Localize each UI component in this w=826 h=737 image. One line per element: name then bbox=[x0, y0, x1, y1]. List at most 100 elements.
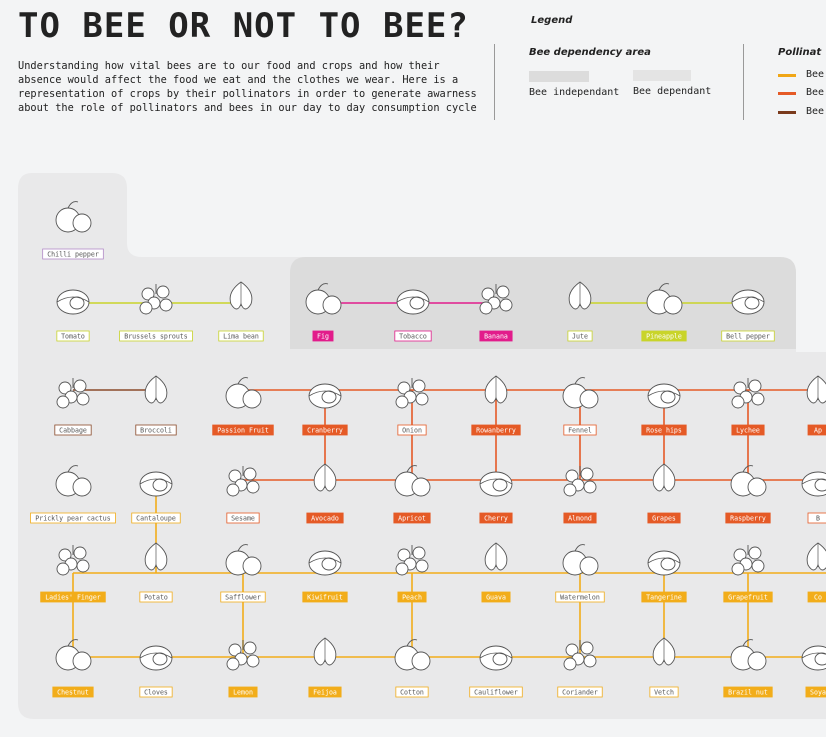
chilli-pepper-icon bbox=[55, 201, 92, 233]
crop-node: Passion Fruit bbox=[212, 377, 274, 436]
crop-node: Lemon bbox=[226, 640, 260, 698]
crop-label: Chilli pepper bbox=[47, 250, 99, 258]
crop-node: Guava bbox=[481, 542, 511, 603]
crop-label-box bbox=[395, 686, 429, 698]
crop-node: Cranberry bbox=[302, 383, 348, 436]
legend-dependent-label: Bee dependant bbox=[633, 86, 712, 97]
legend-pollinator-label: Bee bbox=[806, 69, 825, 80]
crop-node: Sesame bbox=[226, 466, 260, 524]
crop-label-box bbox=[567, 330, 593, 342]
crop-label-box bbox=[393, 512, 431, 524]
feijoa-icon bbox=[313, 637, 337, 666]
crop-label: Lychee bbox=[736, 426, 760, 434]
crop-node: Ladies' Finger bbox=[40, 545, 106, 603]
crop-node: Co bbox=[806, 542, 826, 603]
lemon-icon bbox=[226, 640, 260, 671]
crop-label-box bbox=[302, 424, 348, 436]
crop-label-box bbox=[218, 330, 264, 342]
grapefruit-icon bbox=[731, 545, 765, 576]
crop-node: Fennel bbox=[562, 377, 599, 436]
legend-area-title: Bee dependency area bbox=[529, 47, 651, 58]
tobacco-icon bbox=[396, 289, 430, 315]
crop-label-box bbox=[721, 330, 775, 342]
crop-label: Tomato bbox=[61, 332, 85, 340]
crop-label: Broccoli bbox=[140, 426, 172, 434]
crop-node: Cantaloupe bbox=[131, 471, 181, 524]
broccoli-icon bbox=[144, 375, 168, 404]
passion-fruit-icon bbox=[225, 377, 262, 409]
crop-label-box bbox=[397, 591, 427, 603]
crop-label-box bbox=[119, 330, 193, 342]
crop-label-box bbox=[139, 686, 173, 698]
apple-icon bbox=[806, 375, 826, 404]
crop-label: Brussels sprouts bbox=[124, 332, 188, 340]
crop-label: Ap bbox=[814, 426, 822, 434]
crop-node: Tomato bbox=[56, 289, 90, 342]
legend-title: Legend bbox=[531, 15, 573, 26]
crop-node: Raspberry bbox=[725, 465, 771, 524]
crop-label: Cloves bbox=[144, 688, 168, 696]
crop-label-box bbox=[641, 591, 687, 603]
crop-label: Soya bbox=[810, 688, 826, 696]
crop-label-box bbox=[306, 512, 344, 524]
crop-label-box bbox=[649, 686, 679, 698]
peach-icon bbox=[395, 545, 429, 576]
crop-label: Lima bean bbox=[223, 332, 259, 340]
crop-node: Kiwifruit bbox=[302, 550, 348, 603]
crop-label: Feijoa bbox=[313, 688, 337, 696]
crop-label-box bbox=[641, 330, 687, 342]
crop-label-box bbox=[557, 686, 603, 698]
guava-icon bbox=[484, 542, 508, 571]
coriander-icon bbox=[563, 640, 597, 671]
jute-icon bbox=[568, 281, 592, 310]
crop-label-box bbox=[226, 512, 260, 524]
cranberry-icon bbox=[308, 383, 342, 409]
almond-icon bbox=[563, 466, 597, 497]
crop-label: Bell pepper bbox=[726, 332, 770, 340]
crop-label-box bbox=[212, 424, 274, 436]
watermelon-icon bbox=[562, 544, 599, 576]
sesame-icon bbox=[226, 466, 260, 497]
crop-node: Chilli pepper bbox=[42, 201, 104, 260]
crop-label: Coriander bbox=[562, 688, 598, 696]
crop-node: Ap bbox=[806, 375, 826, 436]
legend-independent-swatch bbox=[529, 71, 589, 82]
crop-label: Vetch bbox=[654, 688, 674, 696]
crop-label-box bbox=[807, 512, 826, 524]
crop-label: Grapefruit bbox=[728, 593, 768, 601]
crop-node: Banana bbox=[479, 284, 513, 342]
crop-label-box bbox=[807, 591, 826, 603]
crop-label-box bbox=[312, 330, 334, 342]
soya-icon bbox=[801, 645, 826, 671]
cherry-icon bbox=[479, 471, 513, 497]
cotton-icon bbox=[394, 639, 431, 671]
crop-label-box bbox=[471, 424, 521, 436]
cauliflower-icon bbox=[479, 645, 513, 671]
banana-icon bbox=[479, 284, 513, 315]
crop-label: Banana bbox=[484, 332, 508, 340]
crop-label: Jute bbox=[572, 332, 588, 340]
legend-pollinator-label: Bee bbox=[806, 87, 825, 98]
cantaloupe-icon bbox=[139, 471, 173, 497]
ladies-finger-icon bbox=[56, 545, 90, 576]
crop-label-box bbox=[56, 330, 90, 342]
legend-divider bbox=[494, 44, 495, 120]
crop-node: Cotton bbox=[394, 639, 431, 698]
legend-dependent-swatch bbox=[633, 70, 691, 81]
apricot-icon bbox=[394, 465, 431, 497]
crop-node: Broccoli bbox=[135, 375, 177, 436]
crop-label: Rowanberry bbox=[476, 426, 516, 434]
crop-node: Tangerine bbox=[641, 550, 687, 603]
crop-label: Watermelon bbox=[560, 593, 600, 601]
crop-node: Onion bbox=[395, 378, 429, 436]
rose-hips-icon bbox=[647, 383, 681, 409]
crop-label-box bbox=[228, 686, 258, 698]
crop-label: Cotton bbox=[400, 688, 424, 696]
cloves-icon bbox=[139, 645, 173, 671]
fennel-icon bbox=[562, 377, 599, 409]
crop-label-box bbox=[563, 512, 597, 524]
crop-node: Tobacco bbox=[394, 289, 432, 342]
crop-label: Rose hips bbox=[646, 426, 682, 434]
grapes-icon bbox=[652, 463, 676, 492]
